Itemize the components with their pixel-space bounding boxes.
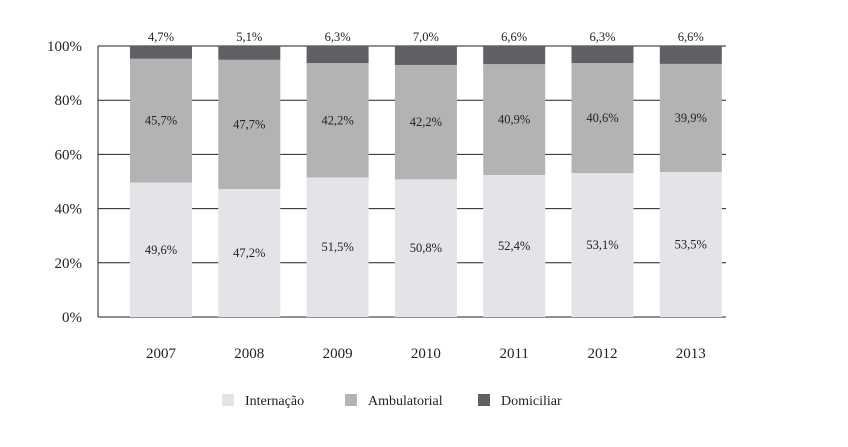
data-label: 7,0% [413,30,439,44]
y-tick-label: 0% [62,310,82,326]
data-label: 6,6% [678,30,704,44]
bar-segment [659,46,722,64]
x-tick-label: 2012 [588,346,618,362]
bar-segment [130,182,192,317]
y-tick-labels: 0% 20% 40% 60% 80% 100% [47,39,82,326]
bar-segment [130,58,192,183]
bar-segment [218,189,281,317]
x-tick-labels: 2007 2008 2009 2010 2011 2012 2013 [146,346,706,362]
data-label: 5,1% [236,30,262,44]
legend-label: Internação [245,394,304,409]
data-label: 45,7% [145,114,177,128]
data-label: 50,8% [410,241,442,255]
legend: Internação Ambulatorial Domiciliar [222,394,562,409]
bar-segment [306,177,369,317]
y-tick-label: 100% [47,39,82,55]
bar-segment [659,63,722,173]
data-label: 6,6% [501,30,527,44]
x-tick-label: 2011 [499,346,528,362]
y-tick-label: 20% [55,256,83,272]
bar-segment [483,46,546,65]
data-label: 47,2% [233,246,265,260]
data-label: 53,5% [675,238,707,252]
bar-segment [659,172,722,317]
bar-segment [571,173,634,317]
data-label: 6,3% [589,30,615,44]
data-label: 6,3% [325,30,351,44]
data-label: 39,9% [675,111,707,125]
data-label: 40,6% [586,111,618,125]
bar-segment [306,46,369,64]
data-label: 49,6% [145,243,177,257]
bar-segment [483,64,546,175]
data-label: 51,5% [321,240,353,254]
x-tick-label: 2007 [146,346,177,362]
bar-segment [394,64,457,180]
x-tick-label: 2009 [323,346,353,362]
y-tick-label: 60% [55,147,83,163]
y-tick-label: 80% [55,93,83,109]
data-labels: 49,6% 45,7% 4,7% 47,2% 47,7% 5,1% 51,5% 42,2% 6,… [145,30,707,260]
legend-swatch [478,394,490,406]
data-label: 4,7% [148,30,174,44]
data-label: 40,9% [498,113,530,127]
bar-segment [571,46,634,64]
data-label: 42,2% [321,113,353,127]
data-label: 52,4% [498,239,530,253]
data-label: 42,2% [410,115,442,129]
bar-segment [306,63,369,178]
legend-swatch [222,394,234,406]
x-tick-label: 2008 [234,346,264,362]
bar-segment [394,179,457,317]
bar-segment [571,63,634,174]
data-label: 47,7% [233,117,265,131]
legend-swatch [345,394,357,406]
bars [130,46,722,317]
x-tick-label: 2010 [411,346,441,362]
legend-label: Ambulatorial [368,394,443,409]
bar-segment [130,46,192,59]
bar-segment [483,174,546,317]
data-label: 53,1% [586,238,618,252]
x-tick-label: 2013 [676,346,706,362]
y-tick-label: 40% [55,202,83,218]
legend-label: Domiciliar [501,394,562,409]
bar-segment [218,59,281,190]
bar-segment [394,46,457,65]
bar-segment [218,46,281,60]
